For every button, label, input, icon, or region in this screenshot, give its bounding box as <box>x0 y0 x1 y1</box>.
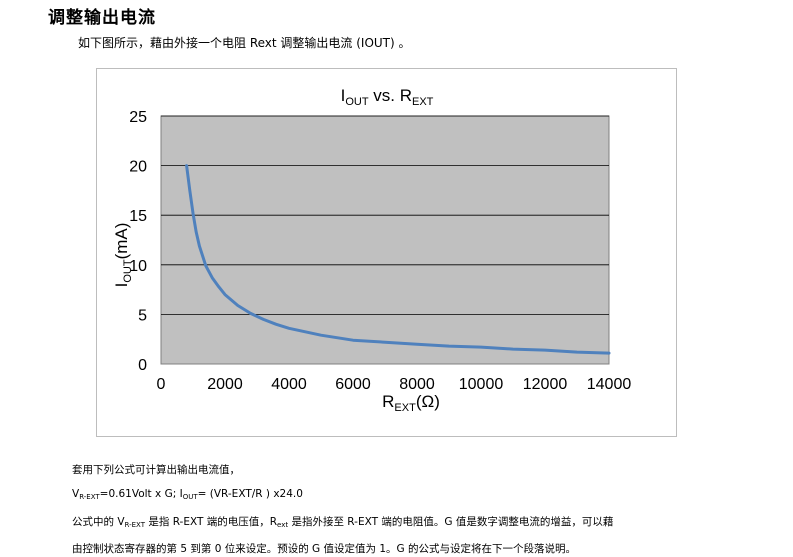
x-tick-label: 6000 <box>335 376 371 393</box>
section-heading: 调整输出电流 <box>48 8 156 28</box>
p3-d: ext <box>277 521 289 529</box>
x-tick-label: 4000 <box>271 376 307 393</box>
y-tick-label: 5 <box>138 307 147 324</box>
paragraph-1: 套用下列公式可计算出输出电流值， <box>72 464 240 476</box>
y-tick-label: 25 <box>129 109 147 126</box>
y-axis-label-sub: OUT <box>122 259 134 283</box>
plot-area <box>160 115 610 365</box>
y-axis-label-main: I <box>112 283 131 288</box>
p2-b: R-EXT <box>79 493 100 501</box>
x-tick-label: 14000 <box>587 376 632 393</box>
x-axis-label: REXT(Ω) <box>382 392 440 414</box>
series-line <box>185 164 611 355</box>
chart-title: IOUT vs. REXT <box>341 86 434 108</box>
p3-a: 公式中的 V <box>72 516 125 528</box>
x-tick-label: 12000 <box>523 376 568 393</box>
p2-c: =0.61Volt x G; I <box>99 488 183 500</box>
p3-c: 是指 R-EXT 端的电压值，R <box>145 516 278 528</box>
y-tick-label: 0 <box>138 357 147 374</box>
x-axis-label-unit: (Ω) <box>416 392 440 411</box>
x-tick-label: 2000 <box>207 376 243 393</box>
y-axis-label-unit: (mA) <box>112 223 131 260</box>
chart-title-main: I <box>341 86 346 105</box>
y-tick-label: 15 <box>129 208 147 225</box>
x-tick-label: 10000 <box>459 376 504 393</box>
intro-text: 如下图所示，藉由外接一个电阻 Rext 调整输出电流 (IOUT) 。 <box>78 36 411 50</box>
p3-b: R-EXT <box>124 521 146 529</box>
x-axis-label-main: R <box>382 392 394 411</box>
y-axis-label: IOUT(mA) <box>112 223 134 288</box>
x-tick-label: 8000 <box>399 376 435 393</box>
chart-frame: IOUT vs. REXT 0 5 10 15 20 25 0 2000 4000 6000 800… <box>96 68 677 437</box>
p2-a: V <box>72 488 80 500</box>
x-tick-label: 0 <box>157 376 166 393</box>
chart-title-sub: OUT <box>345 96 369 108</box>
chart-title-mid: vs. R <box>369 86 412 105</box>
p3-e: 是指外接至 R-EXT 端的电阻值。G 值是数字调整电流的增益，可以藉 <box>288 516 614 528</box>
y-tick-label: 10 <box>129 258 147 275</box>
paragraph-3: 公式中的 VR-EXT 是指 R-EXT 端的电压值，Rext 是指外接至 R-… <box>72 514 613 529</box>
paragraph-4: 由控制状态寄存器的第 5 到第 0 位来设定。预设的 G 值设定值为 1。G 的… <box>72 543 577 555</box>
y-tick-label: 20 <box>129 159 147 176</box>
p2-e: = (VR-EXT/R ) x24.0 <box>197 488 303 500</box>
paragraph-2: VR-EXT=0.61Volt x G; IOUT= (VR-EXT/R ) x… <box>72 488 303 501</box>
p2-d: OUT <box>182 493 198 501</box>
chart-title-sub2: EXT <box>412 96 434 108</box>
x-axis-label-sub: EXT <box>394 402 416 414</box>
